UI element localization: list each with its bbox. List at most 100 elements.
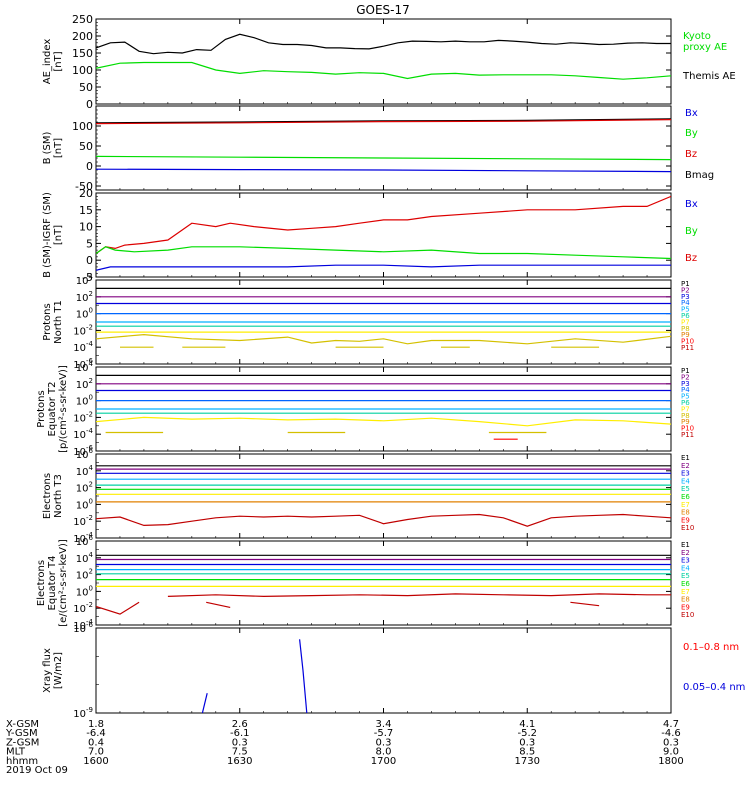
y-axis-label: [nT] [53, 138, 64, 158]
x-tick-label: 9.0 [663, 747, 679, 758]
y-tick-label: 106 [76, 447, 94, 461]
x-tick-label: -5.7 [374, 728, 394, 739]
y-tick-label: 106 [76, 534, 94, 548]
y-tick-label: 10-2 [73, 323, 93, 337]
legend-item: P7 [681, 405, 690, 413]
series-line-xray-1 [299, 639, 308, 713]
y-tick-label: 10-2 [73, 410, 93, 424]
legend-item: Bx [685, 199, 698, 210]
y-tick-label: 10-6 [73, 357, 93, 371]
series-line-electrons-t3-8 [96, 513, 671, 527]
y-tick-label: 0 [86, 98, 93, 111]
y-axis-label: B (SM) [42, 131, 53, 164]
series-group [96, 374, 671, 440]
legend-item: P1 [681, 367, 690, 375]
y-tick-label: 102 [76, 481, 93, 495]
x-tick-label: 1.8 [88, 719, 104, 730]
legend-bsm: Bx By Bz Bmag [685, 108, 714, 181]
y-tick-label: 50 [79, 81, 93, 94]
series-line-bsm-3 [96, 168, 671, 173]
y-tick-label: 100 [72, 64, 93, 77]
legend-item: P4 [681, 386, 690, 394]
x-tick-label: 0.4 [88, 737, 104, 748]
legend-item: P11 [681, 344, 694, 352]
legend-item: P10 [681, 425, 694, 433]
y-tick-label: 200 [72, 30, 93, 43]
x-tick-label: 1600 [83, 756, 108, 767]
legend-item: 0.1–0.8 nm [683, 642, 739, 653]
legend-item: P6 [681, 399, 690, 407]
series-group [96, 465, 671, 527]
y-axis-label: Equator T2 [47, 382, 58, 437]
y-tick-label: 104 [76, 360, 94, 374]
y-tick-label: 10-6 [73, 444, 93, 458]
y-tick-label: -5 [82, 271, 93, 284]
y-tick-label: 102 [76, 290, 93, 304]
legend-item: P10 [681, 338, 694, 346]
y-tick-label: 10-4 [73, 427, 93, 441]
y-tick-label: 102 [76, 568, 93, 582]
legend-item: E9 [681, 603, 690, 611]
y-tick-label: 10-6 [73, 621, 93, 635]
x-tick-label: 1800 [658, 756, 683, 767]
legend-item: P4 [681, 299, 690, 307]
legend-item: P5 [681, 306, 690, 314]
y-axis-label: AE_index [42, 39, 53, 85]
series-group [96, 195, 671, 271]
y-axis-label: [e/(cm²-s-sr-keV)] [58, 539, 69, 627]
y-axis-label: North T3 [53, 474, 64, 518]
series-line-electrons-t4-7 [167, 593, 671, 598]
panel-bdiff: -5 0 5 10 15 20 B (SM)-IGRF (SM) [nT] Bx By Bz [42, 187, 698, 284]
legend-item: P6 [681, 312, 690, 320]
x-tick-label: 0.3 [232, 737, 248, 748]
legend-item: By [685, 226, 698, 237]
y-axis-label: Xray flux [42, 648, 53, 693]
y-tick-label: 10-4 [73, 340, 93, 354]
series-line-xray-0 [201, 693, 208, 713]
x-row-label: MLT [6, 747, 26, 758]
x-tick-label: 8.5 [519, 747, 535, 758]
series-line-ae-0 [96, 33, 671, 55]
x-tick-label: 2.6 [232, 719, 248, 730]
plot-title: GOES-17 [356, 3, 410, 17]
legend-item: P3 [681, 380, 690, 388]
x-tick-label: -6.1 [230, 728, 250, 739]
legend-item: Kyoto [683, 31, 711, 42]
x-tick-label: 3.4 [376, 719, 392, 730]
date-label: 2019 Oct 09 [6, 765, 68, 776]
legend-item: proxy AE [683, 42, 727, 53]
x-tick-label: 7.0 [88, 747, 104, 758]
legend-item: E8 [681, 509, 690, 517]
legend-item: E8 [681, 596, 690, 604]
legend-item: E5 [681, 485, 690, 493]
legend-item: By [685, 128, 698, 139]
legend-item: E10 [681, 611, 694, 619]
y-axis-label: [p/(cm²-s-sr-keV)] [58, 365, 69, 453]
legend-item: P5 [681, 393, 690, 401]
y-tick-label: 50 [79, 140, 93, 153]
series-line-bsm-1 [96, 119, 671, 125]
x-row-label: Z-GSM [6, 737, 39, 748]
y-tick-label: 10-4 [73, 531, 93, 545]
panel-frame [95, 453, 672, 539]
y-tick-label: 10-4 [73, 618, 93, 632]
y-tick-label: 100 [76, 584, 93, 598]
legend-item: Bz [685, 149, 697, 160]
y-tick-label: 102 [76, 377, 93, 391]
series-line-protons-t1-7 [96, 333, 671, 345]
y-tick-label: 100 [76, 497, 93, 511]
legend-item: P2 [681, 286, 690, 294]
series-line-electrons-t4-8 [96, 601, 140, 615]
legend-item: P2 [681, 373, 690, 381]
legend-item: E10 [681, 524, 694, 532]
legend-item: E9 [681, 516, 690, 524]
y-axis-label: Electrons [42, 473, 53, 519]
legend-item: E4 [681, 564, 690, 572]
series-line-electrons-t4-9 [206, 601, 231, 608]
legend-item: E2 [681, 462, 690, 470]
series-line-ae-1 [96, 61, 671, 80]
y-axis-label: Protons [36, 390, 47, 427]
